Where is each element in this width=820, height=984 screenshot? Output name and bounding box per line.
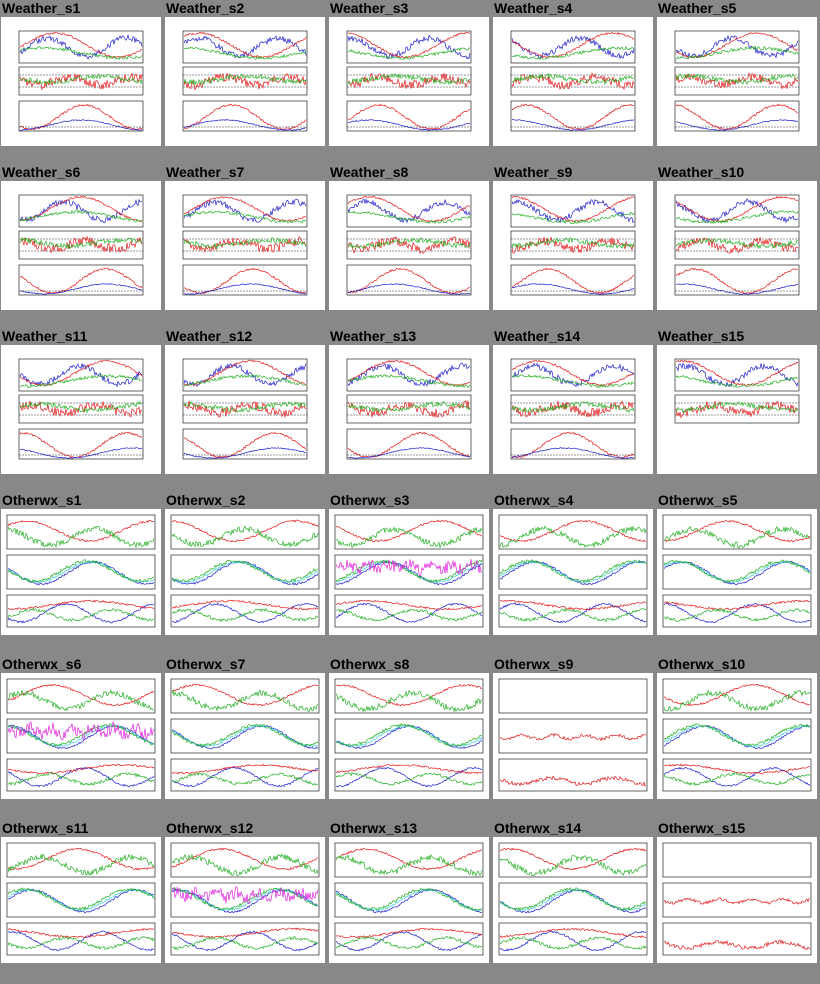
thumbnail-title: Weather_s5	[658, 0, 737, 16]
thumbnail-title: Weather_s11	[2, 328, 88, 344]
thumbnail-title: Weather_s8	[330, 164, 409, 180]
thumbnail-card: Otherwx_s5	[656, 492, 820, 656]
plot-thumbnail[interactable]	[329, 837, 489, 963]
thumbnail-title: Weather_s13	[330, 328, 417, 344]
plot-thumbnail[interactable]	[493, 509, 653, 635]
thumbnail-title: Otherwx_s12	[166, 820, 254, 836]
thumbnail-card: Weather_s4	[492, 0, 656, 164]
thumbnail-card: Otherwx_s4	[492, 492, 656, 656]
thumbnail-title: Weather_s14	[494, 328, 581, 344]
plot-thumbnail[interactable]	[165, 837, 325, 963]
plot-thumbnail[interactable]	[493, 673, 653, 799]
plot-thumbnail[interactable]	[657, 181, 817, 310]
thumbnail-card: Otherwx_s11	[0, 820, 164, 984]
thumbnail-card: Otherwx_s9	[492, 656, 656, 820]
plot-thumbnail[interactable]	[493, 17, 653, 146]
plot-thumbnail[interactable]	[329, 509, 489, 635]
thumbnail-title: Otherwx_s1	[2, 492, 82, 508]
thumbnail-card: Otherwx_s8	[328, 656, 492, 820]
thumbnail-title: Otherwx_s15	[658, 820, 746, 836]
thumbnail-card: Weather_s12	[164, 328, 328, 492]
thumbnail-title: Weather_s6	[2, 164, 81, 180]
thumbnail-title: Weather_s10	[658, 164, 745, 180]
thumbnail-title: Otherwx_s4	[494, 492, 574, 508]
plot-thumbnail[interactable]	[657, 673, 817, 799]
plot-thumbnail[interactable]	[657, 837, 817, 963]
thumbnail-card: Weather_s11	[0, 328, 164, 492]
thumbnail-card: Weather_s6	[0, 164, 164, 328]
thumbnail-card: Otherwx_s10	[656, 656, 820, 820]
plot-thumbnail[interactable]	[165, 345, 325, 474]
plot-thumbnail[interactable]	[657, 509, 817, 635]
plot-thumbnail[interactable]	[329, 673, 489, 799]
thumbnail-card: Otherwx_s15	[656, 820, 820, 984]
plot-thumbnail[interactable]	[165, 181, 325, 310]
thumbnail-title: Otherwx_s11	[2, 820, 89, 836]
thumbnail-card: Otherwx_s14	[492, 820, 656, 984]
thumbnail-card: Otherwx_s7	[164, 656, 328, 820]
plot-thumbnail[interactable]	[657, 17, 817, 146]
plot-thumbnail[interactable]	[493, 837, 653, 963]
thumbnail-card: Weather_s13	[328, 328, 492, 492]
thumbnail-card: Otherwx_s2	[164, 492, 328, 656]
plot-thumbnail[interactable]	[165, 509, 325, 635]
plot-thumbnail[interactable]	[1, 345, 161, 474]
plot-thumbnail[interactable]	[1, 673, 161, 799]
thumbnail-title: Otherwx_s6	[2, 656, 82, 672]
thumbnail-title: Otherwx_s2	[166, 492, 246, 508]
thumbnail-title: Weather_s15	[658, 328, 745, 344]
thumbnail-title: Otherwx_s10	[658, 656, 746, 672]
plot-thumbnail[interactable]	[1, 181, 161, 310]
thumbnail-card: Otherwx_s13	[328, 820, 492, 984]
thumbnail-title: Otherwx_s14	[494, 820, 582, 836]
plot-thumbnail[interactable]	[657, 345, 817, 474]
thumbnail-card: Otherwx_s3	[328, 492, 492, 656]
thumbnail-card: Weather_s14	[492, 328, 656, 492]
plot-thumbnail[interactable]	[165, 17, 325, 146]
thumbnail-title: Otherwx_s3	[330, 492, 410, 508]
thumbnail-card: Weather_s2	[164, 0, 328, 164]
thumbnail-card: Weather_s3	[328, 0, 492, 164]
thumbnail-card: Otherwx_s1	[0, 492, 164, 656]
thumbnail-title: Weather_s1	[2, 0, 81, 16]
plot-thumbnail[interactable]	[329, 345, 489, 474]
plot-thumbnail[interactable]	[329, 17, 489, 146]
plot-thumbnail[interactable]	[165, 673, 325, 799]
thumbnail-title: Weather_s2	[166, 0, 245, 16]
thumbnail-card: Weather_s8	[328, 164, 492, 328]
thumbnail-title: Otherwx_s5	[658, 492, 738, 508]
thumbnail-title: Otherwx_s9	[494, 656, 574, 672]
thumbnail-title: Weather_s4	[494, 0, 573, 16]
thumbnail-title: Weather_s9	[494, 164, 573, 180]
plot-thumbnail[interactable]	[329, 181, 489, 310]
thumbnail-card: Weather_s5	[656, 0, 820, 164]
thumbnail-card: Weather_s7	[164, 164, 328, 328]
plot-thumbnail[interactable]	[1, 17, 161, 146]
thumbnail-title: Otherwx_s13	[330, 820, 418, 836]
thumbnail-card: Otherwx_s6	[0, 656, 164, 820]
thumbnail-title: Otherwx_s7	[166, 656, 246, 672]
thumbnail-title: Weather_s3	[330, 0, 409, 16]
thumbnail-card: Weather_s1	[0, 0, 164, 164]
plot-thumbnail[interactable]	[493, 345, 653, 474]
thumbnail-card: Weather_s9	[492, 164, 656, 328]
thumbnail-card: Weather_s15	[656, 328, 820, 492]
thumbnail-title: Otherwx_s8	[330, 656, 410, 672]
thumbnail-card: Weather_s10	[656, 164, 820, 328]
plot-thumbnail[interactable]	[493, 181, 653, 310]
plot-thumbnail[interactable]	[1, 509, 161, 635]
thumbnail-card: Otherwx_s12	[164, 820, 328, 984]
thumbnail-title: Weather_s7	[166, 164, 245, 180]
plot-thumbnail[interactable]	[1, 837, 161, 963]
thumbnail-title: Weather_s12	[166, 328, 253, 344]
